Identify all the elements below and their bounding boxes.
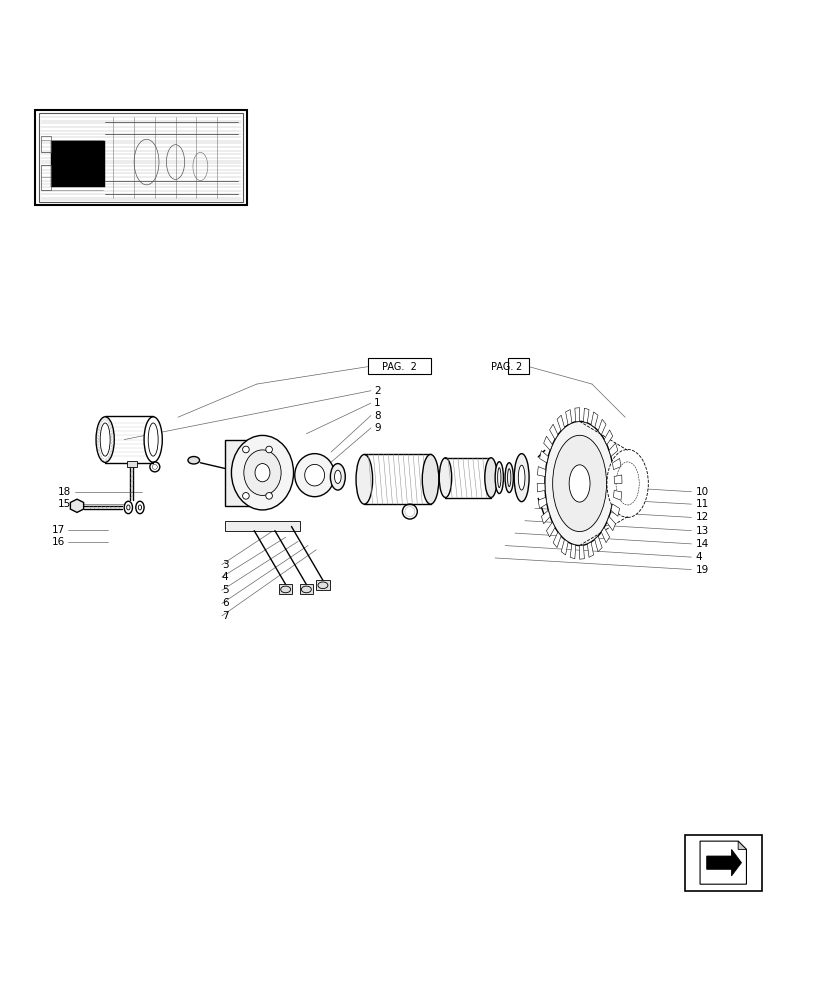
Polygon shape — [537, 467, 545, 476]
Ellipse shape — [242, 493, 249, 499]
Ellipse shape — [422, 454, 438, 504]
Ellipse shape — [96, 417, 114, 462]
Text: 2: 2 — [514, 362, 521, 372]
Ellipse shape — [255, 464, 270, 482]
Text: 1: 1 — [374, 398, 380, 408]
Polygon shape — [597, 419, 605, 435]
Bar — [316, 580, 329, 590]
Text: 9: 9 — [374, 423, 380, 433]
Text: 4: 4 — [222, 572, 228, 582]
Ellipse shape — [243, 450, 281, 495]
Ellipse shape — [356, 454, 372, 504]
Text: 19: 19 — [695, 565, 708, 575]
Polygon shape — [70, 499, 84, 512]
Polygon shape — [613, 490, 621, 500]
Polygon shape — [546, 522, 554, 537]
Polygon shape — [606, 516, 614, 531]
Ellipse shape — [330, 464, 345, 490]
Text: 18: 18 — [58, 487, 71, 497]
Polygon shape — [538, 497, 546, 508]
Bar — [39, 113, 242, 202]
Ellipse shape — [231, 435, 293, 510]
Polygon shape — [539, 451, 547, 463]
Ellipse shape — [265, 493, 272, 499]
Polygon shape — [738, 841, 746, 849]
Bar — [507, 358, 528, 374]
Polygon shape — [552, 532, 561, 548]
Text: PAG.  2: PAG. 2 — [381, 362, 416, 372]
Bar — [41, 165, 50, 190]
Polygon shape — [612, 458, 620, 470]
Bar — [35, 110, 246, 205]
Ellipse shape — [188, 457, 199, 464]
Bar — [684, 835, 761, 891]
Text: 13: 13 — [695, 526, 708, 536]
Bar — [127, 461, 136, 467]
Ellipse shape — [552, 435, 606, 532]
Polygon shape — [579, 545, 584, 559]
Text: 10: 10 — [695, 487, 708, 497]
Text: 3: 3 — [222, 560, 228, 570]
Bar — [41, 136, 50, 152]
Ellipse shape — [144, 417, 162, 462]
Text: 8: 8 — [374, 411, 380, 421]
Polygon shape — [574, 408, 579, 422]
Bar — [279, 584, 292, 594]
Text: 17: 17 — [51, 525, 65, 535]
Polygon shape — [541, 510, 549, 524]
Text: 7: 7 — [222, 611, 228, 621]
Bar — [51, 141, 105, 187]
Ellipse shape — [485, 458, 496, 498]
Polygon shape — [610, 504, 619, 516]
Polygon shape — [586, 542, 593, 557]
Text: 16: 16 — [51, 537, 65, 547]
Ellipse shape — [568, 465, 590, 502]
Polygon shape — [561, 539, 567, 555]
Polygon shape — [609, 443, 617, 456]
Ellipse shape — [544, 421, 614, 546]
Ellipse shape — [265, 446, 272, 453]
Ellipse shape — [518, 465, 524, 490]
Ellipse shape — [136, 501, 144, 514]
Text: PAG.: PAG. — [490, 362, 513, 372]
Polygon shape — [537, 483, 544, 492]
Polygon shape — [594, 536, 601, 552]
Text: 12: 12 — [695, 512, 708, 522]
Ellipse shape — [304, 464, 324, 486]
Ellipse shape — [438, 458, 452, 498]
Ellipse shape — [514, 454, 528, 502]
Polygon shape — [583, 408, 588, 423]
Polygon shape — [604, 430, 612, 445]
Bar — [225, 440, 265, 506]
Polygon shape — [565, 410, 571, 425]
Text: 2: 2 — [374, 386, 380, 396]
Ellipse shape — [242, 446, 249, 453]
Polygon shape — [705, 849, 740, 876]
Text: 11: 11 — [695, 499, 708, 509]
Ellipse shape — [294, 454, 334, 497]
Polygon shape — [600, 527, 609, 543]
Polygon shape — [590, 412, 597, 427]
Ellipse shape — [504, 463, 513, 493]
Ellipse shape — [124, 501, 132, 514]
Text: 15: 15 — [58, 499, 71, 509]
Polygon shape — [614, 475, 621, 483]
Text: 4: 4 — [695, 552, 701, 562]
Bar — [367, 358, 430, 374]
Text: 14: 14 — [695, 539, 708, 549]
Bar — [38, 112, 243, 203]
Polygon shape — [557, 415, 564, 431]
Ellipse shape — [606, 449, 648, 517]
Polygon shape — [543, 436, 552, 450]
Bar — [225, 521, 299, 531]
Text: 5: 5 — [222, 585, 228, 595]
Polygon shape — [570, 544, 575, 559]
Ellipse shape — [334, 470, 341, 483]
Bar — [299, 584, 313, 594]
Polygon shape — [549, 424, 557, 440]
Text: 6: 6 — [222, 598, 228, 608]
Ellipse shape — [495, 462, 503, 494]
Polygon shape — [699, 841, 746, 884]
